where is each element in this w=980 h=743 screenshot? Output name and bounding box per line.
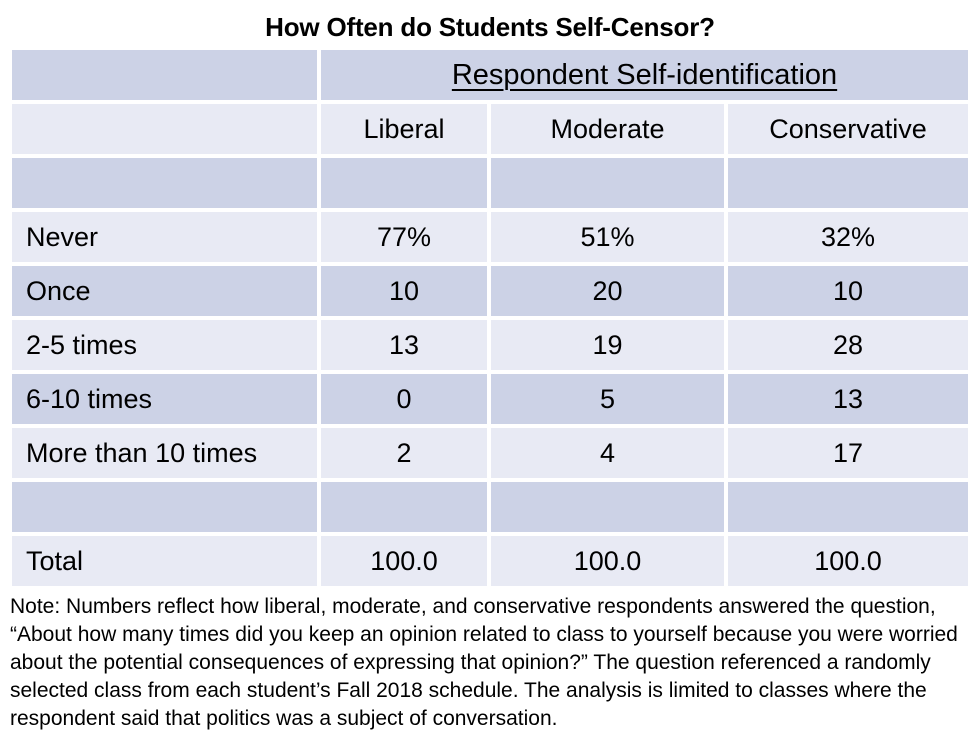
cell-total-liberal: 100.0 (321, 536, 487, 586)
cell-6-10-liberal: 0 (321, 374, 487, 424)
cell-2-5-conservative: 28 (728, 320, 968, 370)
spacer-cell (491, 158, 724, 208)
column-header-liberal: Liberal (321, 104, 487, 154)
cell-more10-conservative: 17 (728, 428, 968, 478)
cell-never-conservative: 32% (728, 212, 968, 262)
cell-total-conservative: 100.0 (728, 536, 968, 586)
spacer-cell (321, 158, 487, 208)
spacer-cell (12, 482, 317, 532)
column-header-moderate: Moderate (491, 104, 724, 154)
spacer-cell (728, 482, 968, 532)
group-header-cell: Respondent Self-identification (321, 50, 968, 100)
cell-more10-liberal: 2 (321, 428, 487, 478)
row-label-total: Total (12, 536, 317, 586)
cell-2-5-moderate: 19 (491, 320, 724, 370)
self-censor-table: Respondent Self-identification Liberal M… (12, 50, 968, 586)
cell-more10-moderate: 4 (491, 428, 724, 478)
cell-6-10-conservative: 13 (728, 374, 968, 424)
spacer-cell (12, 158, 317, 208)
row-label-2-5-times: 2-5 times (12, 320, 317, 370)
cell-once-conservative: 10 (728, 266, 968, 316)
cell-never-moderate: 51% (491, 212, 724, 262)
group-header-text: Respondent Self-identification (451, 58, 838, 91)
cell-2-5-liberal: 13 (321, 320, 487, 370)
row-label-once: Once (12, 266, 317, 316)
row-label-more-than-10-times: More than 10 times (12, 428, 317, 478)
row-label-6-10-times: 6-10 times (12, 374, 317, 424)
chart-title: How Often do Students Self-Censor? (265, 12, 715, 42)
table-note: Note: Numbers reflect how liberal, moder… (10, 595, 958, 730)
cell-once-moderate: 20 (491, 266, 724, 316)
row-label-never: Never (12, 212, 317, 262)
corner-cell-empty (12, 50, 317, 100)
column-header-conservative: Conservative (728, 104, 968, 154)
spacer-cell (321, 482, 487, 532)
cell-6-10-moderate: 5 (491, 374, 724, 424)
cell-once-liberal: 10 (321, 266, 487, 316)
cell-never-liberal: 77% (321, 212, 487, 262)
spacer-cell (728, 158, 968, 208)
header-stub-empty (12, 104, 317, 154)
cell-total-moderate: 100.0 (491, 536, 724, 586)
spacer-cell (491, 482, 724, 532)
